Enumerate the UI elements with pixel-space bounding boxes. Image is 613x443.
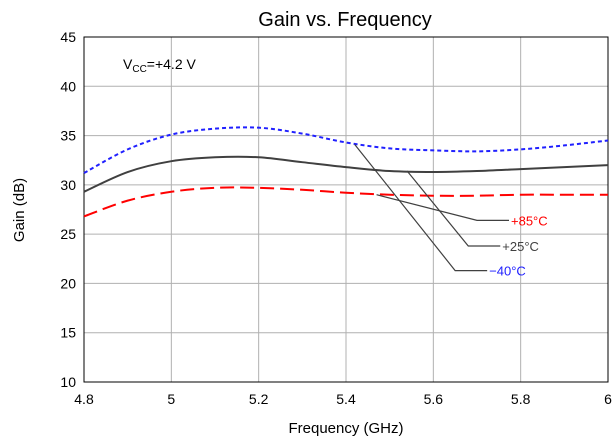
- series-line: [83, 186, 608, 218]
- x-tick-labels: 4.8 5 5.2 5.4 5.6 5.8 6: [74, 391, 612, 407]
- x-tick-label: 5.4: [336, 391, 356, 407]
- vcc-annotation: VCC=+4.2 V: [123, 56, 197, 75]
- callout-leader: [354, 144, 488, 272]
- grid: [84, 37, 608, 382]
- callout-label: +85°C: [511, 213, 548, 228]
- x-tick-label: 5.2: [249, 391, 269, 407]
- y-tick-label: 35: [60, 128, 76, 144]
- vcc-annotation-v: V: [123, 56, 133, 72]
- legend-callouts: +85°C +25°C −40°C: [354, 144, 548, 279]
- y-tick-labels: 10 15 20 25 30 35 40 45: [60, 29, 76, 390]
- x-tick-label: 6: [604, 391, 612, 407]
- y-tick-label: 45: [60, 29, 76, 45]
- callout-label: −40°C: [489, 264, 526, 279]
- x-tick-label: 5.8: [511, 391, 531, 407]
- y-tick-label: 30: [60, 177, 76, 193]
- callout-leader: [376, 194, 509, 221]
- x-axis-title: Frequency (GHz): [288, 420, 403, 437]
- y-tick-label: 10: [60, 374, 76, 390]
- plot-area-border: [83, 36, 609, 383]
- y-tick-label: 15: [60, 325, 76, 341]
- series-group: [83, 126, 609, 218]
- series-line: [83, 155, 609, 193]
- x-tick-label: 5.6: [424, 391, 444, 407]
- y-tick-label: 40: [60, 78, 76, 94]
- vcc-annotation-subscript: CC: [132, 64, 146, 75]
- callout-label: +25°C: [502, 239, 539, 254]
- y-tick-label: 25: [60, 226, 76, 242]
- callout-leader: [406, 170, 501, 247]
- chart-title: Gain vs. Frequency: [258, 9, 431, 31]
- x-tick-label: 4.8: [74, 391, 94, 407]
- y-tick-label: 20: [60, 275, 76, 291]
- y-axis-title: Gain (dB): [11, 178, 28, 242]
- x-tick-label: 5: [167, 391, 175, 407]
- vcc-annotation-value: =+4.2 V: [147, 56, 197, 72]
